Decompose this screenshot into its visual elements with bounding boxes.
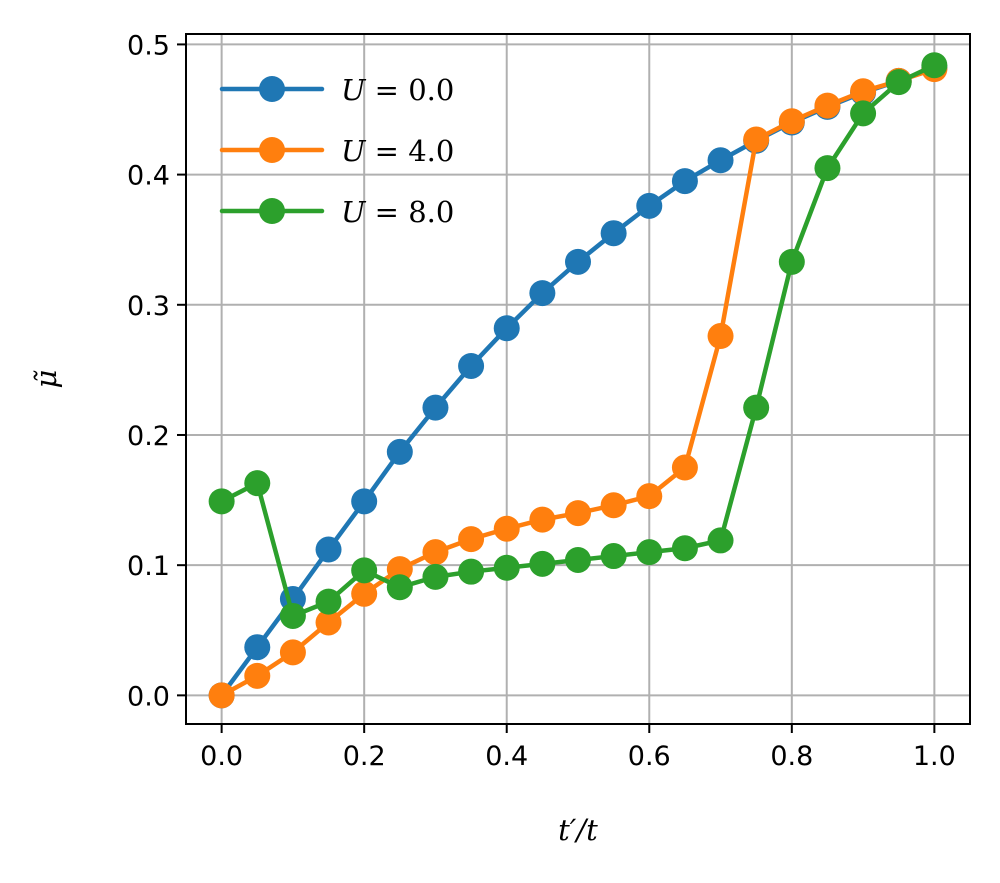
data-point xyxy=(707,527,734,554)
data-point xyxy=(565,546,591,573)
data-point xyxy=(778,248,805,275)
data-point xyxy=(386,438,413,465)
data-point xyxy=(636,483,663,510)
data-point xyxy=(351,580,378,607)
legend-marker xyxy=(259,198,285,224)
data-point xyxy=(565,248,591,275)
data-point xyxy=(671,454,698,481)
data-point xyxy=(921,52,948,79)
x-axis-label: t′/t xyxy=(558,813,598,847)
legend-value: = 0.0 xyxy=(365,73,454,107)
series-layer xyxy=(208,52,948,709)
x-tick-label: 0.2 xyxy=(343,741,386,772)
y-tick-label: 0.3 xyxy=(127,291,170,322)
data-point xyxy=(529,506,556,533)
y-tick-label: 0.5 xyxy=(127,30,170,61)
x-tick-label: 1.0 xyxy=(913,741,956,772)
legend-label: U = 0.0 xyxy=(341,73,454,107)
plot-frame xyxy=(185,33,971,725)
data-point xyxy=(351,488,378,515)
data-point xyxy=(743,394,770,421)
y-tick-label: 0.0 xyxy=(127,681,170,712)
data-point xyxy=(279,602,306,629)
legend-label: U = 8.0 xyxy=(341,195,454,229)
y-tick-label: 0.4 xyxy=(127,161,170,192)
data-point xyxy=(636,192,663,219)
data-point xyxy=(565,500,591,527)
y-tick-label: 0.2 xyxy=(127,421,170,452)
data-point xyxy=(850,78,877,105)
legend-item: U = 8.0 xyxy=(219,195,454,229)
y-axis-label: μ̃ xyxy=(29,370,63,389)
data-point xyxy=(422,394,449,421)
legend-marker xyxy=(259,137,285,163)
data-point xyxy=(493,315,520,342)
data-point xyxy=(600,492,627,519)
legend-value: = 4.0 xyxy=(365,134,454,168)
data-point xyxy=(458,352,485,379)
data-point xyxy=(529,550,556,577)
data-point xyxy=(707,323,734,350)
data-point xyxy=(244,634,271,661)
data-point xyxy=(529,280,556,307)
data-point xyxy=(778,108,805,135)
data-point xyxy=(386,556,413,583)
data-point xyxy=(279,639,306,666)
x-tick-label: 0.6 xyxy=(628,741,671,772)
data-point xyxy=(743,126,770,153)
data-point xyxy=(208,682,235,709)
data-point xyxy=(671,535,698,562)
data-point xyxy=(315,536,342,563)
series-3 xyxy=(208,52,948,629)
data-point xyxy=(315,609,342,636)
legend: U = 0.0U = 4.0U = 8.0 xyxy=(219,73,454,229)
x-tick-label: 0.0 xyxy=(200,741,243,772)
ticks: 0.0 0.2 0.4 0.6 0.8 1.0 0.0 0.1 0.2 0.3 0.4 0.5 xyxy=(127,30,956,772)
data-point xyxy=(244,662,271,689)
data-point xyxy=(458,558,485,585)
data-point xyxy=(636,539,663,566)
x-tick-label: 0.8 xyxy=(770,741,813,772)
x-tick-label: 0.4 xyxy=(485,741,528,772)
data-point xyxy=(814,155,841,182)
data-point xyxy=(208,488,235,515)
data-point xyxy=(814,92,841,119)
legend-value: = 8.0 xyxy=(365,195,454,229)
data-point xyxy=(315,588,342,615)
legend-variable: U xyxy=(341,195,367,229)
legend-marker xyxy=(259,76,285,102)
data-point xyxy=(493,554,520,581)
legend-item: U = 0.0 xyxy=(219,73,454,107)
legend-item: U = 4.0 xyxy=(219,134,454,168)
data-point xyxy=(600,220,627,247)
data-point xyxy=(351,557,378,584)
data-point xyxy=(244,470,271,497)
data-point xyxy=(493,515,520,542)
legend-label: U = 4.0 xyxy=(341,134,454,168)
data-point xyxy=(707,147,734,174)
y-tick-label: 0.1 xyxy=(127,551,170,582)
data-point xyxy=(885,69,912,96)
data-point xyxy=(422,539,449,566)
data-point xyxy=(386,574,413,601)
data-point xyxy=(600,543,627,570)
data-point xyxy=(850,100,877,127)
data-point xyxy=(458,526,485,553)
legend-variable: U xyxy=(341,73,367,107)
legend-variable: U xyxy=(341,134,367,168)
data-point xyxy=(422,563,449,590)
data-point xyxy=(671,168,698,195)
